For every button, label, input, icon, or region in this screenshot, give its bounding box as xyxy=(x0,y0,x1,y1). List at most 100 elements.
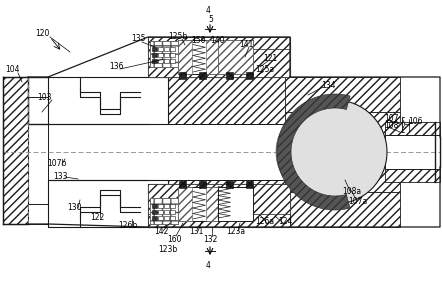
Bar xyxy=(170,53,175,57)
Text: 130: 130 xyxy=(67,204,81,212)
Bar xyxy=(150,41,178,67)
Bar xyxy=(218,187,253,221)
Bar xyxy=(170,216,175,220)
Polygon shape xyxy=(48,180,330,227)
Bar xyxy=(48,124,330,180)
Text: 160: 160 xyxy=(167,235,181,243)
Bar xyxy=(158,59,163,63)
Bar xyxy=(152,216,157,220)
Bar xyxy=(158,53,163,57)
Text: 108: 108 xyxy=(384,121,398,130)
Bar xyxy=(152,47,157,51)
Polygon shape xyxy=(80,217,130,227)
Text: 135: 135 xyxy=(131,33,145,42)
Polygon shape xyxy=(148,37,290,49)
Polygon shape xyxy=(28,77,48,97)
Text: 123b: 123b xyxy=(159,246,178,255)
Bar xyxy=(164,216,169,220)
Polygon shape xyxy=(48,77,330,124)
Text: 142: 142 xyxy=(154,227,168,235)
Polygon shape xyxy=(48,77,80,92)
Text: 125a: 125a xyxy=(256,64,275,73)
Bar xyxy=(148,37,290,77)
Circle shape xyxy=(283,100,387,204)
Text: 125b: 125b xyxy=(168,32,188,41)
Text: 104: 104 xyxy=(5,64,19,73)
Bar xyxy=(246,72,253,79)
Bar xyxy=(48,180,168,227)
Bar xyxy=(48,77,168,124)
Text: 123a: 123a xyxy=(226,227,245,235)
Bar xyxy=(158,216,163,220)
Text: 126a: 126a xyxy=(256,217,275,227)
Bar xyxy=(226,72,233,79)
Polygon shape xyxy=(48,77,165,124)
Bar xyxy=(179,72,186,79)
Text: 4: 4 xyxy=(206,6,210,14)
Text: 134: 134 xyxy=(321,80,335,90)
Text: 106: 106 xyxy=(408,116,422,126)
Text: 140: 140 xyxy=(210,36,224,45)
Text: 136: 136 xyxy=(109,61,123,71)
Bar xyxy=(170,59,175,63)
Bar xyxy=(226,181,233,188)
Bar xyxy=(158,47,163,51)
Bar xyxy=(178,40,218,74)
Text: 150: 150 xyxy=(191,36,205,45)
Bar xyxy=(158,204,163,208)
Polygon shape xyxy=(48,212,80,227)
Polygon shape xyxy=(148,214,290,227)
Bar xyxy=(170,47,175,51)
Text: 4: 4 xyxy=(206,261,210,270)
Text: 103: 103 xyxy=(37,92,51,102)
Text: 107a: 107a xyxy=(348,196,368,205)
Polygon shape xyxy=(148,49,290,77)
Text: 132: 132 xyxy=(203,235,217,243)
Polygon shape xyxy=(385,169,440,182)
Polygon shape xyxy=(3,77,28,224)
Polygon shape xyxy=(150,41,178,67)
Polygon shape xyxy=(218,40,253,74)
Polygon shape xyxy=(285,192,400,227)
Text: 141: 141 xyxy=(239,40,253,49)
Polygon shape xyxy=(206,187,218,221)
Bar xyxy=(164,47,169,51)
Text: 124: 124 xyxy=(278,217,292,227)
Bar xyxy=(164,59,169,63)
Text: 131: 131 xyxy=(189,227,203,235)
Bar xyxy=(148,184,290,227)
Polygon shape xyxy=(130,212,168,227)
Text: 133: 133 xyxy=(53,172,67,181)
Bar xyxy=(170,210,175,214)
Polygon shape xyxy=(290,77,330,152)
Bar xyxy=(152,204,157,208)
Text: 107b: 107b xyxy=(47,158,67,168)
Text: 120: 120 xyxy=(35,29,49,37)
Polygon shape xyxy=(285,112,400,192)
Bar xyxy=(158,210,163,214)
Bar xyxy=(246,181,253,188)
Bar xyxy=(170,204,175,208)
Text: 5: 5 xyxy=(209,14,214,24)
Polygon shape xyxy=(80,77,130,87)
Bar xyxy=(178,187,218,221)
Bar xyxy=(164,53,169,57)
Bar xyxy=(152,59,157,63)
Polygon shape xyxy=(178,187,192,221)
Bar xyxy=(164,210,169,214)
Polygon shape xyxy=(206,40,218,74)
Text: 108a: 108a xyxy=(342,186,361,196)
Text: 126b: 126b xyxy=(118,220,138,230)
Polygon shape xyxy=(285,77,400,112)
Polygon shape xyxy=(28,204,48,224)
Bar xyxy=(199,181,206,188)
Bar xyxy=(152,210,157,214)
Polygon shape xyxy=(277,94,350,210)
Polygon shape xyxy=(150,198,178,224)
Polygon shape xyxy=(276,100,335,204)
Text: 122: 122 xyxy=(90,212,104,221)
Polygon shape xyxy=(148,184,290,214)
Polygon shape xyxy=(385,122,440,135)
Polygon shape xyxy=(178,40,192,74)
Bar xyxy=(164,204,169,208)
